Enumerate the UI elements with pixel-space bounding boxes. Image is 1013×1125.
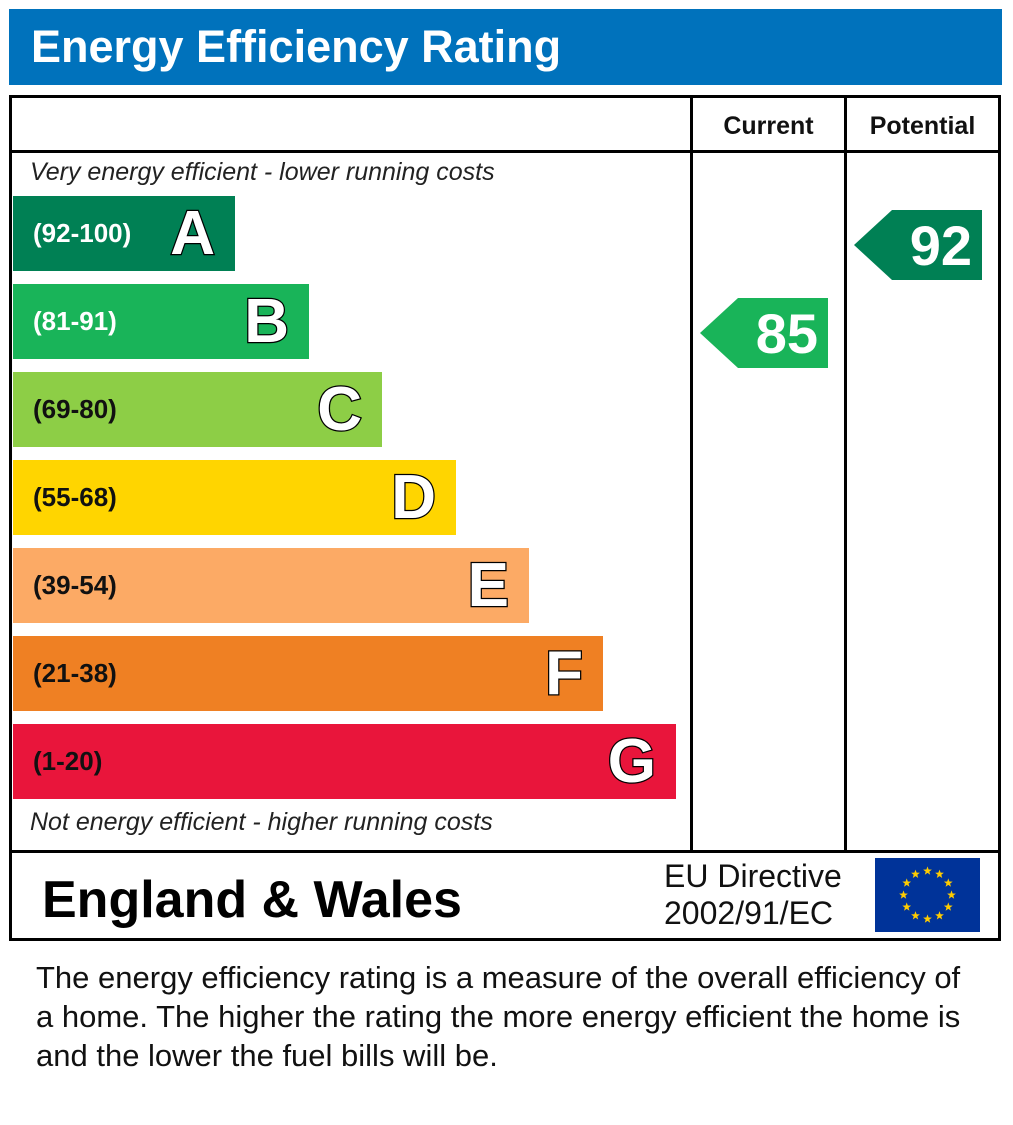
potential-column-header: Potential [869, 112, 976, 140]
star-icon [902, 878, 912, 887]
eu-flag-icon [875, 858, 980, 932]
band-range-label: (81-91) [33, 306, 117, 336]
band-c: (69-80) C [13, 372, 382, 447]
current-rating-arrow: 85 [700, 298, 828, 368]
star-icon [943, 878, 953, 887]
band-range-label: (92-100) [33, 218, 132, 248]
potential-column-divider [844, 95, 847, 852]
band-letter: B [243, 286, 290, 358]
band-d: (55-68) D [13, 460, 456, 535]
current-arrow-shape [700, 298, 828, 368]
band-letter: F [544, 638, 584, 710]
rating-table [9, 95, 1001, 941]
directive-line-2: 2002/91/EC [664, 895, 834, 931]
band-range-label: (55-68) [33, 482, 117, 512]
region-label: England & Wales [42, 871, 462, 929]
potential-rating-value: 92 [909, 214, 972, 277]
star-icon [902, 902, 912, 911]
band-letter: A [169, 198, 216, 270]
footer-divider [9, 850, 1001, 853]
potential-arrow-shape [854, 210, 982, 280]
header-divider [9, 150, 1001, 153]
star-icon [923, 914, 932, 923]
star-icon [923, 866, 932, 875]
star-icon [935, 869, 944, 878]
directive-line-1: EU Directive [664, 858, 842, 894]
band-letter: G [607, 726, 658, 798]
star-icon [899, 890, 908, 899]
band-range-label: (69-80) [33, 394, 117, 424]
current-column-header: Current [723, 112, 814, 140]
star-icon [911, 911, 920, 920]
band-range-label: (39-54) [33, 570, 117, 600]
band-e: (39-54) E [13, 548, 529, 623]
description-text: The energy efficiency rating is a measur… [36, 960, 961, 1073]
band-g: (1-20) G [13, 724, 676, 799]
band-letter: D [390, 462, 437, 534]
bottom-note: Not energy efficient - higher running co… [30, 808, 493, 836]
current-rating-value: 85 [755, 302, 818, 365]
band-letter: E [466, 550, 510, 622]
current-column-divider [690, 95, 693, 852]
star-icon [947, 890, 956, 899]
star-icon [911, 869, 920, 878]
band-a: (92-100) A [13, 196, 235, 271]
band-b: (81-91) B [13, 284, 309, 359]
top-note: Very energy efficient - lower running co… [30, 158, 495, 186]
potential-rating-arrow: 92 [854, 210, 982, 280]
star-icon [935, 911, 944, 920]
band-letter: C [316, 374, 363, 446]
band-range-label: (21-38) [33, 658, 117, 688]
title-bar: Energy Efficiency Rating [9, 9, 1002, 85]
band-f: (21-38) F [13, 636, 603, 711]
eu-flag-stars [899, 866, 956, 923]
star-icon [943, 902, 953, 911]
chart-title: Energy Efficiency Rating [31, 21, 562, 72]
band-range-label: (1-20) [33, 746, 103, 776]
eu-directive: EU Directive 2002/91/EC [664, 858, 842, 932]
